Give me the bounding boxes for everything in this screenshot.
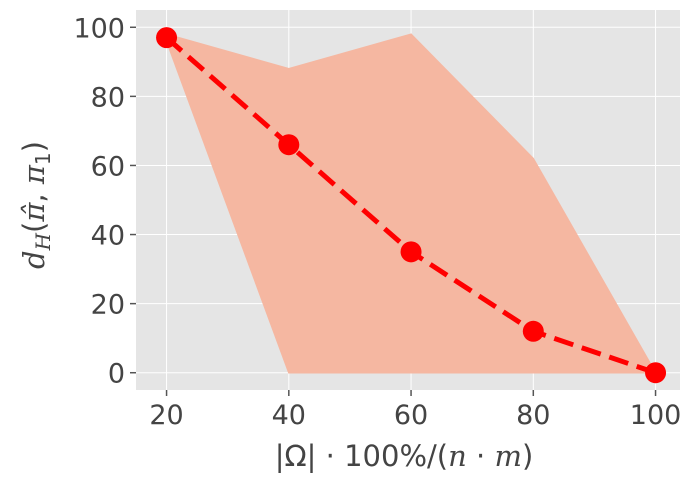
y-tick-label-100: 100 [73, 13, 125, 44]
x-axis-label: |Ω| · 100%/(n · m) [275, 439, 534, 473]
series-markers [156, 27, 667, 384]
x-tick-label-40: 40 [272, 400, 306, 431]
y-tick-label-20: 20 [91, 290, 125, 321]
y-tick-label-60: 60 [91, 151, 125, 182]
y-axis-ticks: 0 20 40 60 80 100 [73, 13, 136, 390]
y-tick-label-0: 0 [108, 359, 125, 390]
x-axis-ticks: 20 40 60 80 100 [149, 390, 681, 431]
x-tick-label-20: 20 [149, 400, 183, 431]
y-tick-label-40: 40 [91, 221, 125, 252]
data-point-60 [400, 241, 422, 263]
x-tick-label-100: 100 [630, 400, 682, 431]
x-tick-label-80: 80 [516, 400, 550, 431]
data-point-80 [522, 320, 544, 342]
confidence-band [165, 33, 657, 374]
data-point-20 [156, 27, 178, 49]
x-tick-label-60: 60 [394, 400, 428, 431]
data-point-100 [645, 362, 667, 384]
y-axis-label: dH(π̂, π1) [17, 141, 55, 269]
data-point-40 [278, 134, 300, 156]
y-tick-label-80: 80 [91, 82, 125, 113]
